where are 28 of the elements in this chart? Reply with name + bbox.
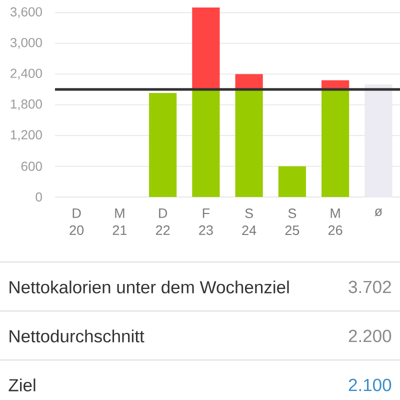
y-tick-label: 1,800 [10,99,42,110]
y-tick-label: 1,200 [10,130,42,141]
x-tick-label: F 23 [199,208,213,235]
bar [235,74,263,90]
bar [278,166,306,197]
x-tick-label: D 20 [70,208,84,235]
text: 3.702 [348,280,391,294]
text: 2.100 [348,378,392,392]
y-tick-label: 600 [21,162,42,171]
text: 2.200 [348,330,392,342]
y-tick-label: 0 [36,192,42,202]
text: Nettodurchschnitt [10,330,144,342]
bar [322,89,350,197]
x-tick-label: ø [374,208,382,216]
y-tick-label: 3,600 [10,7,42,18]
bar [235,89,263,197]
x-tick-label: M 26 [328,208,342,235]
x-tick-label: S 24 [242,208,256,235]
bar [192,8,220,90]
x-tick-label: M 21 [112,208,127,235]
bar [192,89,220,197]
x-tick-label: S 25 [285,208,300,236]
text: Nettokalorien unter dem Wochenziel [10,280,289,294]
x-tick-label: D 22 [156,208,170,235]
bar [149,93,177,197]
y-tick-label: 3,000 [10,38,42,49]
text: Ziel [8,378,36,392]
y-tick-label: 2,400 [10,68,42,80]
